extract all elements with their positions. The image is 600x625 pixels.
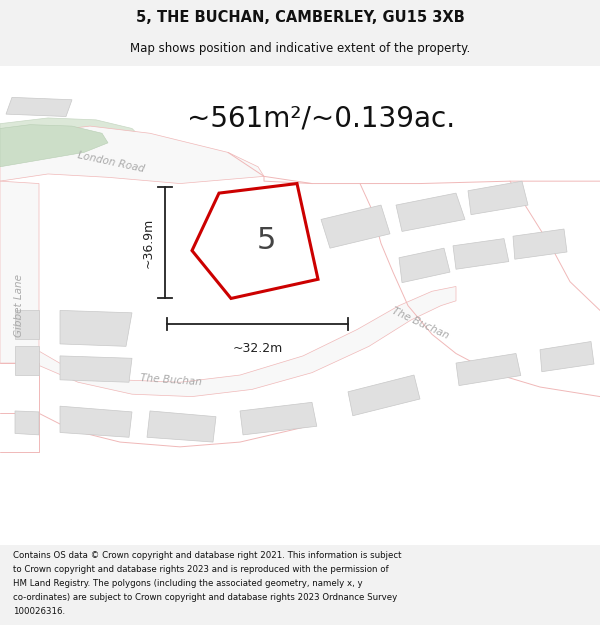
Text: London Road: London Road	[77, 150, 145, 174]
Polygon shape	[396, 193, 465, 231]
Text: HM Land Registry. The polygons (including the associated geometry, namely x, y: HM Land Registry. The polygons (includin…	[13, 579, 363, 588]
Polygon shape	[6, 98, 72, 116]
Text: Map shows position and indicative extent of the property.: Map shows position and indicative extent…	[130, 42, 470, 55]
Polygon shape	[348, 375, 420, 416]
Polygon shape	[0, 181, 39, 363]
Text: 5, THE BUCHAN, CAMBERLEY, GU15 3XB: 5, THE BUCHAN, CAMBERLEY, GU15 3XB	[136, 11, 464, 26]
Polygon shape	[192, 184, 318, 299]
Polygon shape	[0, 66, 600, 545]
Polygon shape	[240, 402, 317, 435]
Polygon shape	[0, 118, 144, 181]
Polygon shape	[399, 248, 450, 282]
Polygon shape	[147, 411, 216, 442]
Polygon shape	[468, 181, 528, 214]
Polygon shape	[15, 346, 39, 375]
Polygon shape	[456, 354, 521, 386]
Polygon shape	[15, 311, 39, 339]
Text: to Crown copyright and database rights 2023 and is reproduced with the permissio: to Crown copyright and database rights 2…	[13, 566, 389, 574]
Polygon shape	[60, 406, 132, 437]
Text: ~561m²/~0.139ac.: ~561m²/~0.139ac.	[187, 105, 455, 133]
Text: 100026316.: 100026316.	[13, 608, 65, 616]
Text: The Buchan: The Buchan	[390, 306, 450, 341]
Polygon shape	[39, 286, 456, 397]
Text: ~32.2m: ~32.2m	[232, 342, 283, 355]
Text: ~36.9m: ~36.9m	[142, 217, 155, 268]
Polygon shape	[540, 341, 594, 372]
Polygon shape	[0, 126, 264, 184]
Text: 5: 5	[257, 226, 276, 256]
Text: The Buchan: The Buchan	[140, 372, 202, 387]
Text: co-ordinates) are subject to Crown copyright and database rights 2023 Ordnance S: co-ordinates) are subject to Crown copyr…	[13, 593, 397, 602]
Polygon shape	[513, 229, 567, 259]
Polygon shape	[0, 124, 108, 167]
Polygon shape	[321, 205, 390, 248]
Polygon shape	[60, 311, 132, 346]
Polygon shape	[60, 356, 132, 382]
Polygon shape	[453, 239, 509, 269]
Text: Gibbet Lane: Gibbet Lane	[14, 274, 24, 337]
Text: Contains OS data © Crown copyright and database right 2021. This information is : Contains OS data © Crown copyright and d…	[13, 551, 402, 561]
Polygon shape	[15, 411, 39, 435]
